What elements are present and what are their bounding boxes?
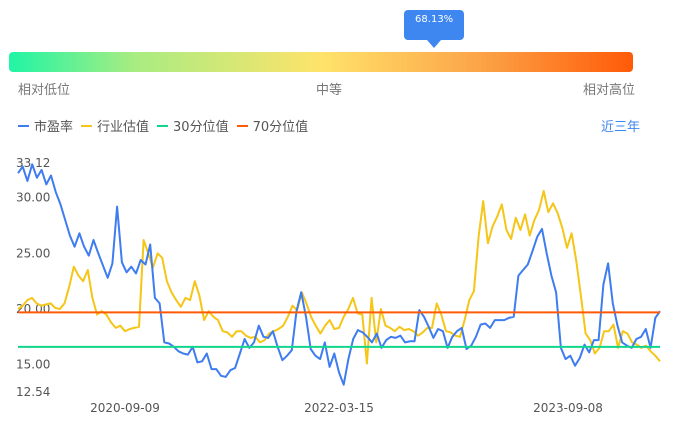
x-tick-label: 2022-03-15 [304,401,374,415]
legend-label-p30: 30分位值 [173,120,229,135]
x-tick-label: 2020-09-09 [90,401,160,415]
y-tick-label: 33.12 [16,156,50,170]
legend-swatch-p70 [236,124,248,127]
y-tick-label: 15.00 [16,358,50,372]
series-lines [17,163,661,386]
gauge-mid-label: 中等 [316,83,343,98]
pe-series-line [17,163,661,386]
legend-swatch-industry [81,124,93,127]
gauge-high-label: 相对高位 [583,83,636,98]
percentile-gauge-bar [9,52,633,72]
period-three-years-button[interactable]: 近三年 [600,120,640,135]
industry-series-line [17,190,661,365]
legend-label-pe: 市盈率 [34,120,74,135]
legend-swatch-p30 [157,124,169,127]
y-tick-label: 25.00 [16,246,50,260]
percentile-value: 68.13% [415,14,454,25]
chart-legend: 市盈率 行业估值 30分位值 70分位值 [18,116,308,135]
x-axis-ticks: 2020-09-09 2022-03-15 2023-09-08 [90,401,603,415]
legend-swatch-pe [18,124,29,127]
y-tick-label: 30.00 [16,191,50,205]
legend-item-pe[interactable]: 市盈率 [18,116,73,135]
legend-item-p70[interactable]: 70分位值 [236,116,309,135]
gauge-low-label: 相对低位 [18,83,71,98]
tooltip-pointer [427,40,442,48]
percentile-tooltip: 68.13% [404,10,465,40]
x-tick-label: 2023-09-08 [533,401,603,415]
legend-label-p70: 70分位值 [252,120,309,135]
legend-label-industry: 行业估值 [97,120,150,135]
legend-item-industry[interactable]: 行业估值 [81,116,149,135]
y-tick-label: 12.54 [16,385,50,399]
legend-item-p30[interactable]: 30分位值 [157,116,229,135]
